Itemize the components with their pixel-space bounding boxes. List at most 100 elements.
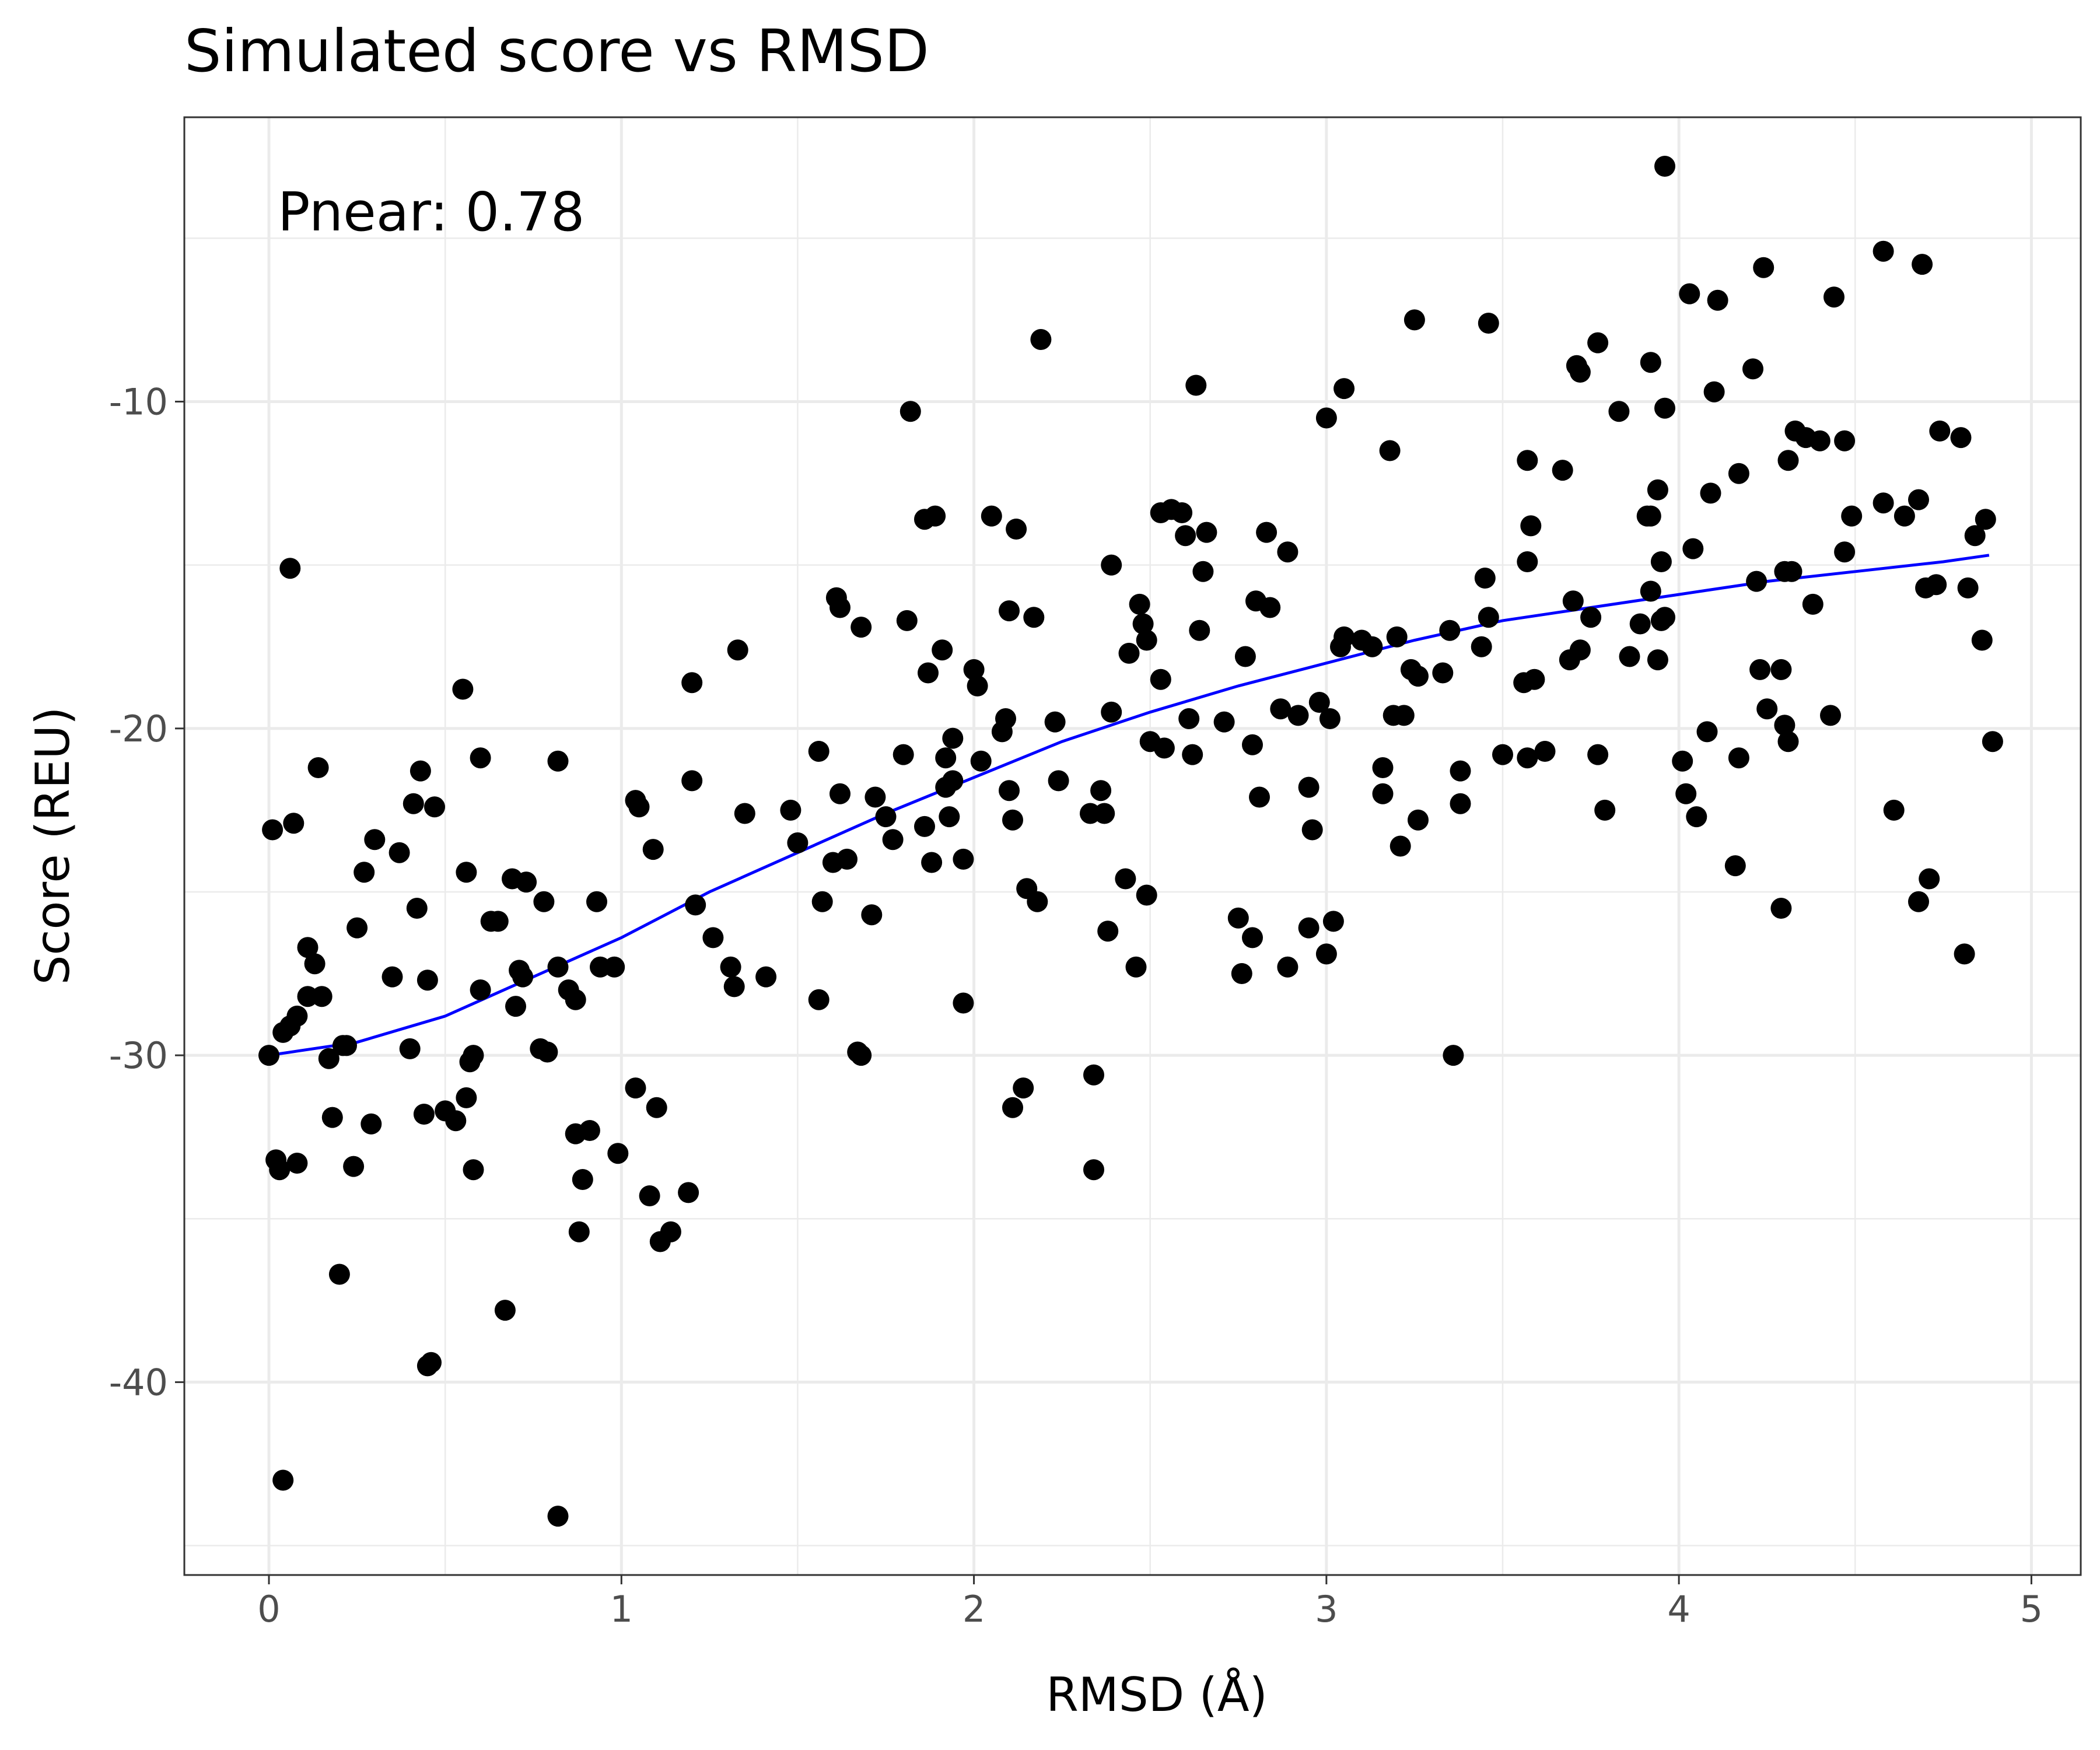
data-point <box>850 1045 872 1066</box>
data-point <box>1334 378 1355 400</box>
data-point <box>336 1035 357 1056</box>
data-point <box>1647 649 1668 671</box>
data-point <box>1090 780 1112 802</box>
data-point <box>286 1153 308 1174</box>
data-point <box>1749 659 1771 680</box>
data-point <box>1196 522 1217 543</box>
data-point <box>1213 711 1235 733</box>
data-point <box>1083 1159 1104 1181</box>
data-point <box>1118 642 1140 664</box>
data-point <box>1908 489 1929 510</box>
data-point <box>892 744 914 765</box>
data-point <box>1834 541 1856 563</box>
data-point <box>470 979 491 1000</box>
data-point <box>505 996 526 1017</box>
data-point <box>1386 626 1408 648</box>
data-point <box>681 672 703 694</box>
data-point <box>1629 613 1651 635</box>
data-point <box>685 894 706 916</box>
data-point <box>1954 943 1975 965</box>
data-point <box>258 1045 279 1066</box>
data-point <box>1153 737 1175 759</box>
data-point <box>1777 731 1799 752</box>
data-point <box>882 829 904 850</box>
data-point <box>424 796 445 818</box>
x-axis-ticks: 0 1 2 3 4 5 <box>257 1575 2043 1630</box>
data-point <box>1083 1064 1104 1086</box>
x-tick-label: 5 <box>2020 1588 2043 1630</box>
data-point <box>1097 921 1119 942</box>
data-point <box>942 727 964 749</box>
data-point <box>1517 747 1538 769</box>
data-point <box>547 750 569 772</box>
data-point <box>1185 374 1207 396</box>
data-point <box>1256 522 1278 543</box>
data-point <box>1408 666 1429 687</box>
data-point <box>328 1264 350 1285</box>
data-point <box>1319 708 1340 729</box>
data-point <box>537 1041 558 1063</box>
x-tick-label: 3 <box>1315 1588 1338 1630</box>
data-point <box>702 927 724 949</box>
data-point <box>1478 607 1499 628</box>
data-point <box>1242 734 1263 755</box>
data-point <box>660 1221 681 1242</box>
data-point <box>1298 776 1320 798</box>
data-point <box>1608 401 1630 422</box>
data-point <box>568 1221 590 1242</box>
data-point <box>1950 427 1972 449</box>
data-point <box>1777 450 1799 471</box>
data-point <box>1770 898 1792 919</box>
data-point <box>283 813 304 834</box>
data-point <box>935 747 957 769</box>
data-point <box>1443 1045 1464 1066</box>
data-point <box>297 937 318 958</box>
data-point <box>413 1104 435 1125</box>
data-point <box>1809 430 1831 452</box>
data-point <box>512 966 534 988</box>
data-point <box>402 793 424 814</box>
data-point <box>382 966 403 988</box>
data-point <box>1569 639 1591 661</box>
data-point <box>1640 505 1661 527</box>
data-point <box>1883 799 1905 821</box>
data-point <box>1379 440 1401 461</box>
data-point <box>1259 597 1281 618</box>
data-point <box>1287 705 1309 726</box>
x-axis-title: RMSD (Å) <box>1046 1667 1268 1722</box>
data-point <box>1820 705 1841 726</box>
data-point <box>1132 613 1154 635</box>
data-point <box>416 970 438 991</box>
data-point <box>999 600 1020 622</box>
data-point <box>1594 799 1616 821</box>
data-point <box>321 1107 343 1128</box>
data-point <box>1231 963 1252 984</box>
data-point <box>1587 744 1609 765</box>
data-point <box>1044 711 1066 733</box>
data-point <box>354 862 375 883</box>
data-point <box>346 917 368 939</box>
data-point <box>1334 626 1355 648</box>
data-point <box>1189 620 1210 641</box>
data-point <box>932 639 953 661</box>
data-point <box>625 1077 646 1099</box>
data-point <box>970 750 992 772</box>
data-point <box>875 806 897 828</box>
data-point <box>830 783 850 804</box>
data-point <box>579 1120 600 1141</box>
data-point <box>1408 809 1429 831</box>
data-point <box>1023 607 1045 628</box>
data-point <box>1101 701 1122 723</box>
data-point <box>1439 620 1461 641</box>
data-point <box>1393 705 1415 726</box>
data-point <box>262 819 284 841</box>
data-point <box>1672 750 1693 772</box>
data-point <box>921 852 943 873</box>
data-point <box>1534 741 1556 762</box>
data-point <box>1919 868 1940 890</box>
data-point <box>999 780 1020 802</box>
data-point <box>445 1110 467 1132</box>
data-point <box>1270 698 1292 720</box>
data-point <box>1654 607 1675 628</box>
data-point <box>681 770 703 792</box>
